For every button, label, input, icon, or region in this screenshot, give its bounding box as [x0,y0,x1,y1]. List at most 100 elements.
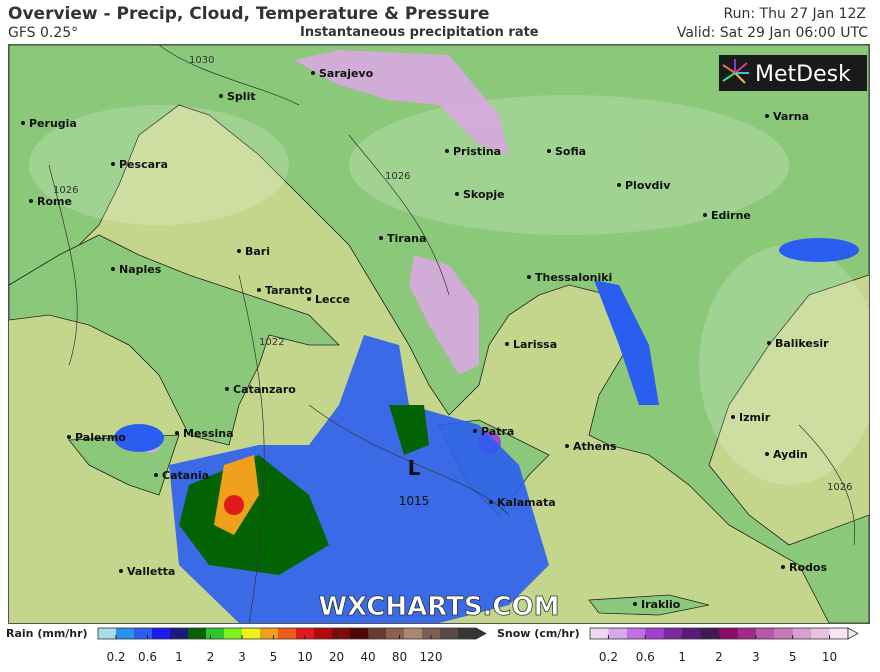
weather-map: 1030 1026 1026 1022 1026 Sarajevo Split Perugi… [8,44,870,624]
city-marker: Edirne [703,209,751,222]
city-marker: Catania [154,469,209,482]
metdesk-starburst-icon [722,59,749,84]
city-label: Rodos [789,561,827,574]
rain-tick-label: 40 [360,650,375,664]
city-marker: Iraklio [633,598,681,611]
city-label: Palermo [75,431,126,444]
city-dot [781,565,785,569]
rain-tick-label: 10 [297,650,312,664]
city-dot [119,569,123,573]
city-marker: Skopje [455,188,505,201]
city-marker: Bari [237,245,270,258]
city-marker: Aydin [765,448,808,461]
city-label: Kalamata [497,496,556,509]
rain-swatch [260,628,279,639]
rain-swatch [404,628,423,639]
rain-swatch [188,628,207,639]
city-dot [455,192,459,196]
city-label: Varna [773,110,809,123]
city-label: Naples [119,263,162,276]
city-dot [29,199,33,203]
city-dot [767,341,771,345]
snow-legend-label: Snow (cm/hr) [497,627,580,640]
isobar-label: 1026 [385,171,410,182]
city-marker: Athens [565,440,617,453]
low-pressure-value: 1015 [399,494,430,508]
isobar-label: 1030 [189,55,214,66]
rain-swatch [134,628,153,639]
city-marker: Sofia [547,145,586,158]
city-dot [379,236,383,240]
city-dot [473,429,477,433]
city-marker: Naples [111,263,162,276]
city-marker: Split [219,90,256,103]
isobar-label: 1022 [259,337,284,348]
city-label: Izmir [739,411,771,424]
city-marker: Valletta [119,565,175,578]
cloud-shading [29,95,869,485]
snow-arrow [847,627,859,640]
city-marker: Rodos [781,561,827,574]
city-dot [237,249,241,253]
city-label: Catania [162,469,209,482]
rain-swatch [242,628,261,639]
rain-swatch [206,628,225,639]
rain-swatch [350,628,369,639]
model-label: GFS 0.25° [8,25,79,41]
city-dot [765,452,769,456]
snow-tick-label: 3 [752,650,760,664]
city-label: Perugia [29,117,77,130]
city-marker: Messina [175,427,234,440]
city-label: Valletta [127,565,175,578]
rain-tick-label: 3 [238,650,246,664]
city-marker: Plovdiv [617,179,671,192]
city-dot [565,444,569,448]
snow-swatch [719,628,738,639]
rain-colorbar [97,627,487,640]
rain-tick-label: 20 [329,650,344,664]
snow-swatch [590,628,609,639]
rain-tick-label: 5 [270,650,278,664]
snow-swatch [737,628,757,639]
city-marker: Kalamata [489,496,556,509]
logo-text: MetDesk [755,62,851,87]
rain-tick-label: 2 [207,650,215,664]
city-dot [111,267,115,271]
run-time: Run: Thu 27 Jan 12Z [723,6,866,22]
city-label: Sofia [555,145,586,158]
city-dot [617,183,621,187]
rain-swatch [98,628,117,639]
watermark: WXCHARTS.COM [318,592,559,622]
city-marker: Taranto [257,284,312,297]
city-dot [505,342,509,346]
city-marker: Thessaloniki [527,271,612,284]
city-label: Catanzaro [233,383,296,396]
city-label: Messina [183,427,234,440]
city-dot [225,387,229,391]
chart-title: Overview - Precip, Cloud, Temperature & … [8,4,490,24]
city-marker: Balikesir [767,337,829,350]
isobar-label: 1026 [827,482,852,493]
city-label: Pescara [119,158,168,171]
city-marker: Patra [473,425,514,438]
snow-tick-label: 2 [715,650,723,664]
snow-colorbar [589,627,859,640]
isobars [48,45,856,623]
city-marker: Sarajevo [311,67,374,80]
city-label: Balikesir [775,337,829,350]
city-marker: Izmir [731,411,771,424]
city-dot [21,121,25,125]
rain-swatch [440,628,459,639]
rain-swatch [170,628,189,639]
rain-swatch [278,628,297,639]
snow-swatch [608,628,628,639]
snow-swatch [682,628,702,639]
city-dot [633,602,637,606]
snow-tick-label: 10 [822,650,837,664]
city-marker: Larissa [505,338,557,351]
legend: Rain (mm/hr) 0.2 0.6 1 2 3 5 10 20 40 80 120 Snow … [6,627,859,664]
city-marker: Catanzaro [225,383,296,396]
rain-tick-label: 80 [392,650,407,664]
subtitle: Instantaneous precipitation rate [300,25,539,40]
city-label: Sarajevo [319,67,374,80]
